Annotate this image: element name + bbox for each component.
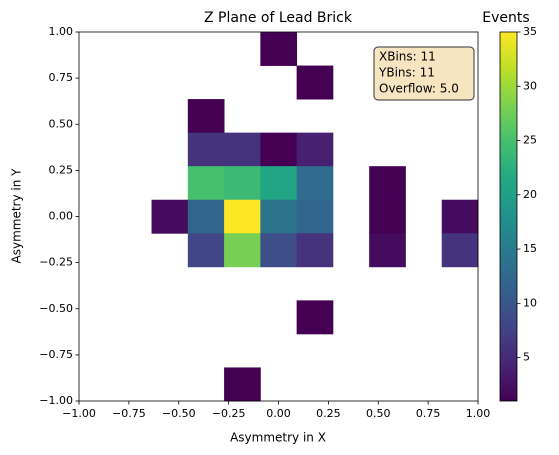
heatmap-cell [369,199,406,234]
colorbar-tick-label: 20 [523,188,537,201]
colorbar-tick-label: 35 [523,25,537,38]
annotation-line: Overflow: 5.0 [379,82,459,96]
x-tick-label: −0.75 [112,407,146,420]
heatmap-cell [260,132,298,167]
heatmap-cell [187,233,225,268]
x-tick-label: 0.75 [416,407,441,420]
y-axis-label: Asymmetry in Y [10,168,24,264]
annotation-box [373,46,475,101]
heatmap-cell [296,199,334,234]
heatmap-cell [187,199,225,234]
heatmap-cell [296,233,334,268]
heatmap-cell [224,166,261,201]
x-tick-label: −1.00 [62,407,96,420]
heatmap-cell [296,132,334,167]
y-tick-label: −0.25 [39,256,73,269]
x-tick-label: 1.00 [466,407,491,420]
heatmap-cell [260,199,298,234]
colorbar-tick-label: 5 [523,351,530,364]
heatmap-cell [441,233,479,268]
heatmap-cell [187,132,225,167]
x-tick-label: 0.50 [366,407,391,420]
heatmap-cell [187,166,225,201]
y-tick-label: 0.25 [49,163,74,176]
x-tick-label: 0.25 [316,407,341,420]
heatmap-cell [224,132,261,167]
x-tick-label: −0.50 [162,407,196,420]
annotation-line: YBins: 11 [378,66,435,80]
heatmap-cell [260,166,298,201]
y-tick-label: 0.75 [49,71,74,84]
y-tick-label: −0.50 [39,302,73,315]
heatmap-cell [224,233,261,268]
colorbar-tick-label: 15 [523,242,537,255]
heatmap-cell [296,166,334,201]
x-axis-label: Asymmetry in X [230,431,326,445]
y-tick-label: −0.75 [39,348,73,361]
x-tick-label: −0.25 [212,407,246,420]
y-tick-label: −1.00 [39,394,73,407]
chart-title: Z Plane of Lead Brick [204,10,353,26]
annotation: XBins: 11 YBins: 11 Overflow: 5.0 [373,46,475,101]
heatmap-cell [296,65,334,100]
colorbar-tick-label: 10 [523,296,537,309]
heatmap-cell [224,367,261,402]
heatmap-cell [369,233,406,268]
heatmap-cell [260,32,298,66]
heatmap-cell [187,99,225,134]
heatmap-cell [151,199,189,234]
y-tick-label: 1.00 [49,25,74,38]
heatmap-cell [296,300,334,335]
x-tick-label: 0.00 [266,407,291,420]
y-tick-label: 0.50 [49,117,74,130]
colorbar-label: Events [482,10,529,26]
colorbar-tick-label: 25 [523,134,537,147]
heatmap-cell [441,199,479,234]
y-tick-label: 0.00 [49,210,74,223]
annotation-line: XBins: 11 [379,50,436,64]
colorbar [499,31,518,402]
heatmap-cell [369,166,406,201]
heatmap-cell [224,199,261,234]
heatmap-cell [260,233,298,268]
colorbar-tick-label: 30 [523,79,537,92]
